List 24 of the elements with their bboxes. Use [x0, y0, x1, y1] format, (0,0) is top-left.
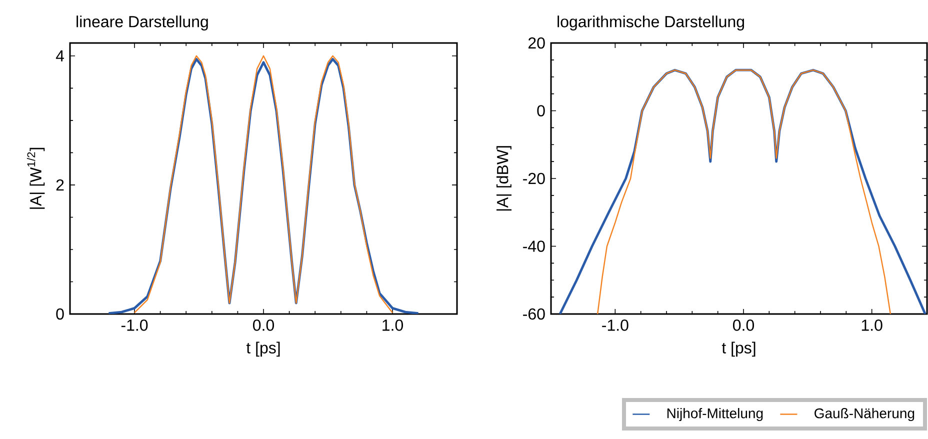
y-tick-label: 0	[56, 308, 64, 320]
y-tick-label: -60	[523, 308, 545, 320]
y-tick-label: 2	[56, 179, 64, 191]
y-axis-title: |A| [W$^{1/2}$]	[26, 148, 45, 209]
legend-label: Gauß-Näherung	[814, 408, 914, 422]
x-axis-title: t [ps]	[722, 342, 756, 357]
y-tick-label: 20	[528, 37, 545, 49]
legend-label: Nijhof-Mittelung	[667, 408, 763, 422]
x-tick-label: 1.0	[382, 320, 404, 331]
x-axis-title: t [ps]	[246, 342, 280, 357]
y-tick-label: 0	[537, 105, 545, 116]
y-tick-label: -40	[523, 240, 545, 252]
line-series	[108, 58, 420, 314]
y-axis-title: |A| [dBW]	[496, 146, 512, 211]
chart-title: lineare Darstellung	[76, 16, 208, 30]
x-tick-label: 0.0	[733, 320, 754, 331]
chart-title: logarithmische Darstellung	[558, 16, 744, 30]
y-tick-label: -20	[523, 172, 545, 184]
x-tick-label: 1.0	[862, 320, 882, 331]
line-series	[134, 55, 394, 314]
x-tick-label: 0.0	[253, 320, 274, 331]
y-tick-label: 4	[56, 50, 64, 62]
x-tick-label: -1.0	[602, 320, 628, 331]
x-tick-label: -1.0	[121, 320, 148, 331]
